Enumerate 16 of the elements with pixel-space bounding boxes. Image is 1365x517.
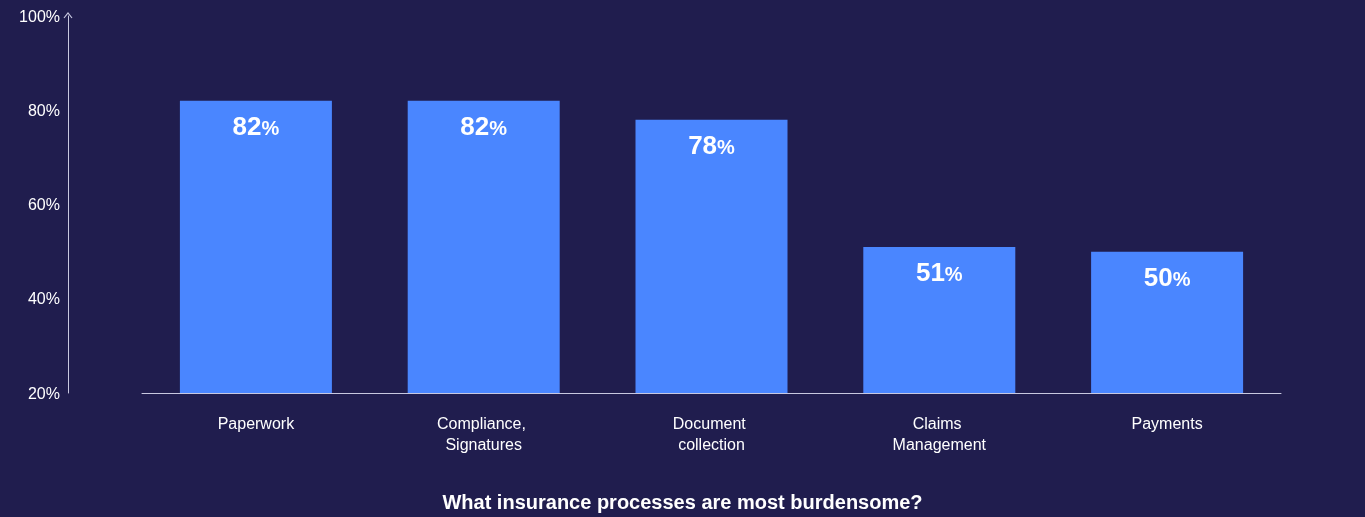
x-tick-label: Document collection <box>672 415 751 453</box>
text: What insurance processes are most burdensome? <box>442 491 923 513</box>
data-label: 50% <box>1143 261 1191 292</box>
x-tick-label: Paperwork <box>217 415 296 432</box>
y-tick-label: 100% <box>19 7 60 25</box>
y-tick-label: 60% <box>27 196 60 213</box>
x-tick-label: Payments <box>1131 415 1203 432</box>
data-label: 82% <box>460 110 508 141</box>
x-tick-label: Compliance, Signatures <box>437 415 531 453</box>
y-tick-label: 80% <box>27 101 60 119</box>
x-tick-label: Claims Management <box>892 415 987 453</box>
y-tick-label: 40% <box>27 290 60 308</box>
data-label: 78% <box>688 129 736 160</box>
data-label: 82% <box>232 110 280 141</box>
data-label: 51% <box>915 256 963 287</box>
y-tick-label: 20% <box>27 384 60 402</box>
